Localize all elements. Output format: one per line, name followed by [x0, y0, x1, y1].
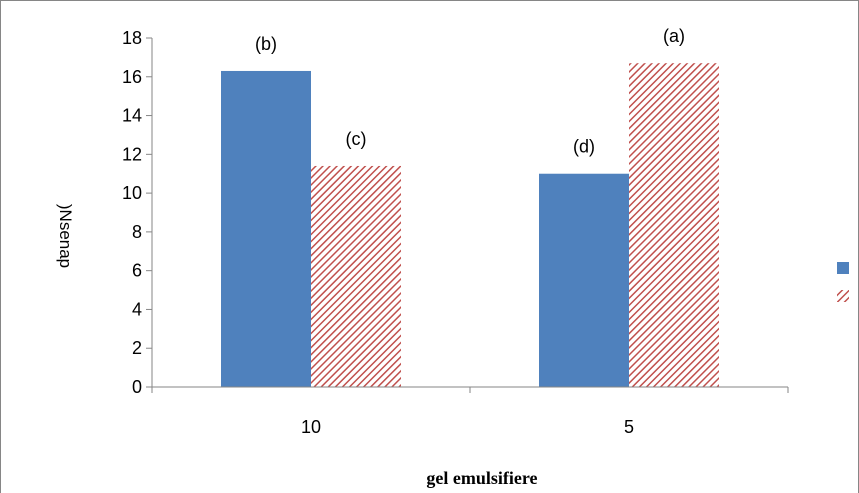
- data-label: (d): [573, 137, 595, 157]
- x-tick-label: 5: [624, 417, 634, 437]
- y-tick-label: 12: [122, 144, 142, 164]
- y-tick-label: 4: [132, 299, 142, 319]
- bar-series-1-5: [539, 174, 629, 387]
- data-label: (b): [255, 34, 277, 54]
- legend-swatch-series-2: [837, 290, 849, 302]
- y-tick-label: 18: [122, 28, 142, 48]
- bar-series-2-10: [311, 166, 401, 387]
- y-tick-label: 14: [122, 106, 142, 126]
- y-tick-label: 0: [132, 377, 142, 397]
- y-tick-label: 6: [132, 261, 142, 281]
- y-tick-label: 16: [122, 67, 142, 87]
- x-tick-label: 10: [301, 417, 321, 437]
- y-tick-label: 2: [132, 338, 142, 358]
- bar-series-2-5: [629, 63, 719, 387]
- y-axis-label: )Nsenap: [56, 204, 75, 268]
- bar-series-1-10: [221, 71, 311, 387]
- data-label: (c): [346, 129, 367, 149]
- y-tick-label: 8: [132, 222, 142, 242]
- data-label: (a): [663, 26, 685, 46]
- x-axis-label: gel emulsifiere: [426, 468, 537, 488]
- y-tick-label: 10: [122, 183, 142, 203]
- legend-swatch-series-1: [837, 262, 849, 274]
